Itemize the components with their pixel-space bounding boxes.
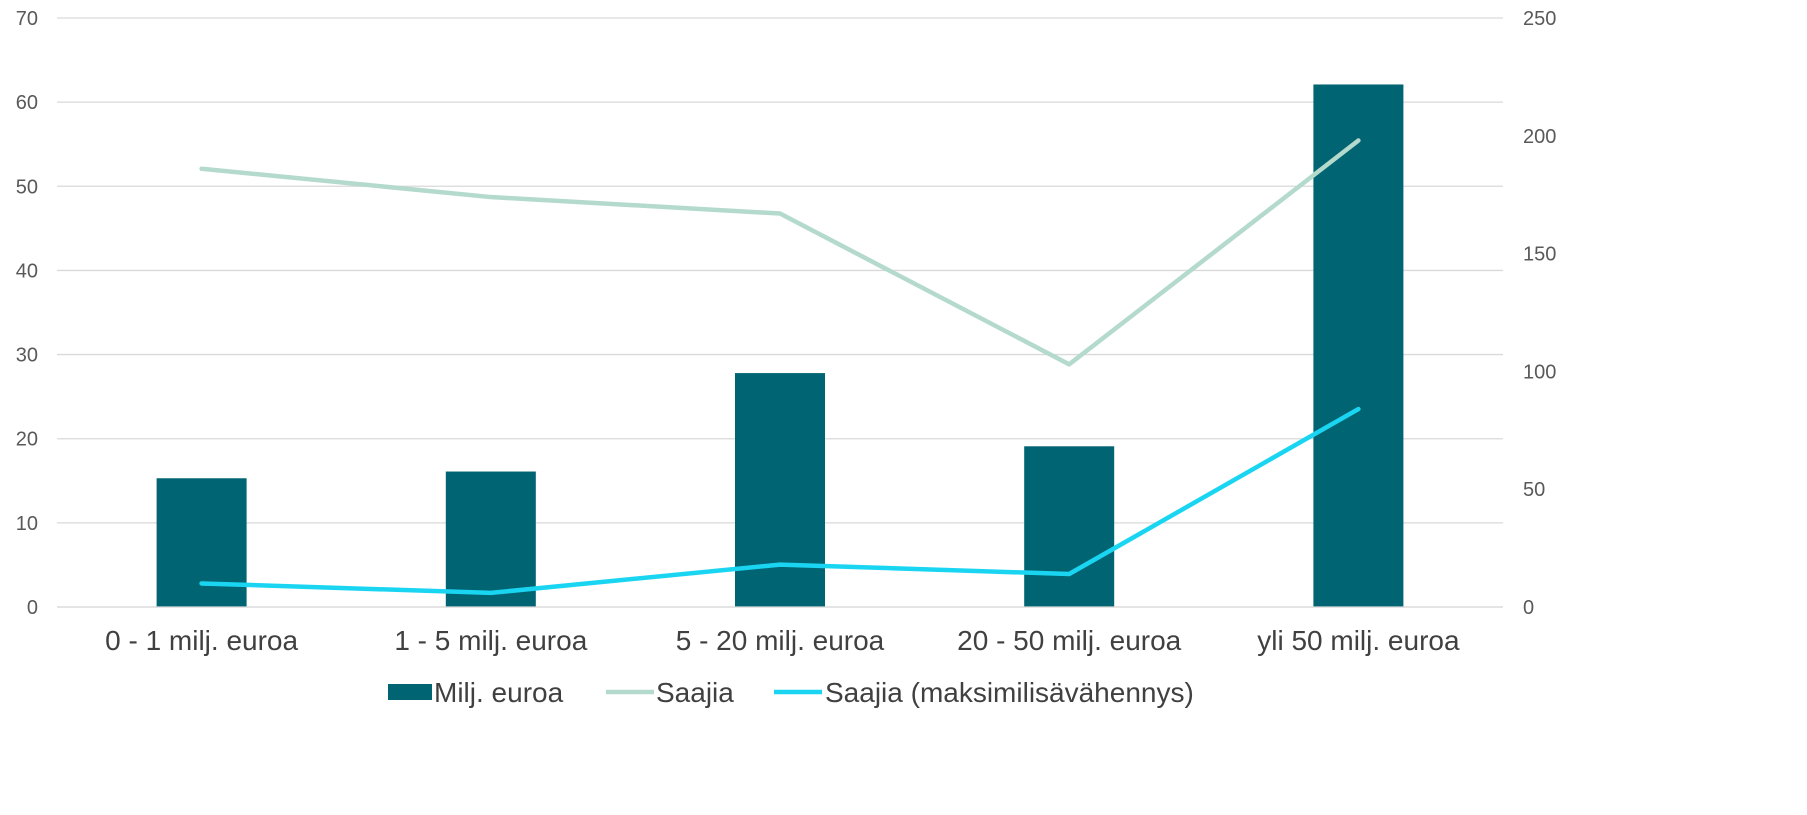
bar [1024, 446, 1115, 607]
right-axis-tick-label: 200 [1523, 126, 1556, 148]
series-line [199, 138, 1361, 367]
left-axis-tick-label: 10 [16, 513, 38, 535]
bar [156, 478, 247, 607]
legend-marker [388, 684, 432, 700]
left-axis-tick-label: 30 [16, 345, 38, 367]
legend-label: Saajia [656, 677, 734, 708]
right-axis: 0 50 100 150 200 250 [1523, 8, 1556, 619]
category-label: 0 - 1 milj. euroa [105, 625, 298, 656]
right-axis-tick-label: 50 [1523, 479, 1545, 501]
legend-label: Saajia (maksimilisävähennys) [825, 677, 1194, 708]
bar [445, 471, 536, 607]
left-axis: 0 10 20 30 40 50 60 70 [16, 8, 38, 619]
lines [199, 138, 1361, 596]
category-label: yli 50 milj. euroa [1257, 625, 1460, 656]
left-axis-tick-label: 0 [27, 597, 38, 619]
left-axis-tick-label: 70 [16, 8, 38, 30]
bars [57, 84, 1503, 608]
category-axis: 0 - 1 milj. euroa 1 - 5 milj. euroa 5 - 20… [105, 625, 1460, 656]
category-label: 5 - 20 milj. euroa [676, 625, 885, 656]
legend: Milj. euroa Saajia Saajia (maksimilisävähe… [388, 677, 1194, 708]
left-axis-tick-label: 20 [16, 429, 38, 451]
legend-label: Milj. euroa [434, 677, 564, 708]
bar [735, 373, 825, 607]
right-axis-tick-label: 250 [1523, 8, 1556, 30]
left-axis-tick-label: 50 [16, 176, 38, 198]
bar [1313, 84, 1404, 608]
left-axis-tick-label: 40 [16, 260, 38, 282]
right-axis-tick-label: 0 [1523, 597, 1534, 619]
right-axis-tick-label: 100 [1523, 361, 1556, 383]
category-label: 1 - 5 milj. euroa [394, 625, 587, 656]
category-label: 20 - 50 milj. euroa [957, 625, 1182, 656]
right-axis-tick-label: 150 [1523, 244, 1556, 266]
left-axis-tick-label: 60 [16, 92, 38, 114]
